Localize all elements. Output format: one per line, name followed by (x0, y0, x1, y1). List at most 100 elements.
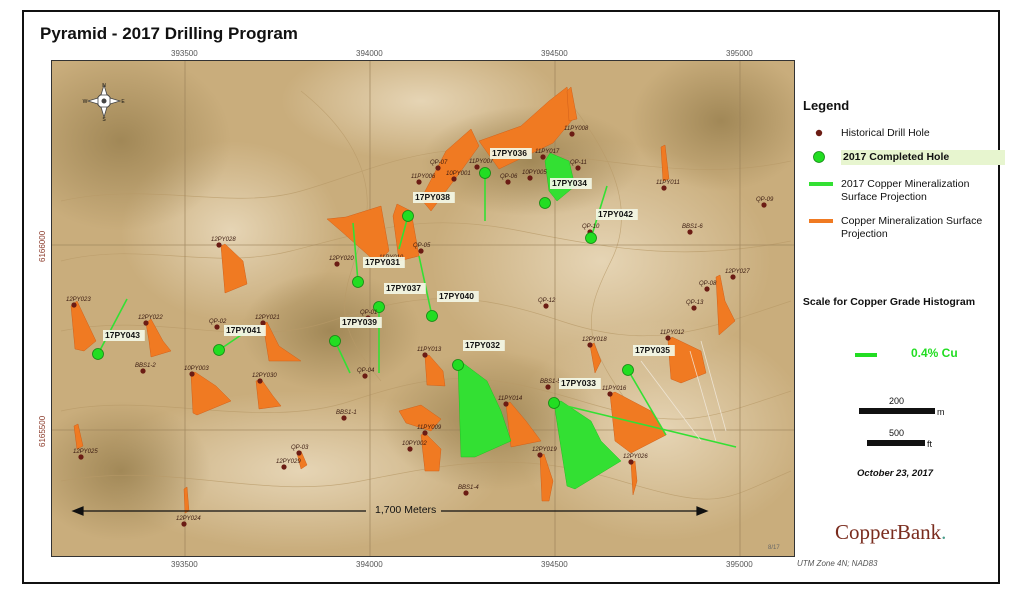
completed-hole-17PY037[interactable] (373, 301, 385, 313)
completed-hole-label: 17PY035 (635, 345, 670, 355)
historical-hole-10PY002[interactable] (407, 446, 413, 452)
orange-histogram (262, 321, 302, 362)
completed-hole-17PY035[interactable] (622, 364, 634, 376)
histogram-scale-value: 0.4% Cu (911, 346, 958, 360)
historical-hole-12PY030[interactable] (257, 378, 263, 384)
historical-hole-12PY022[interactable] (143, 320, 149, 326)
map-canvas[interactable]: 12PY023 12PY022 QP-02 12PY021 12PY028 BBS1-2 1… (51, 60, 795, 557)
historical-hole-12PY023[interactable] (71, 302, 77, 308)
historical-hole-11PY012[interactable] (665, 335, 671, 341)
historical-hole-label: BBS1-4 (458, 485, 479, 491)
logo-dot: . (941, 520, 947, 544)
historical-hole-12PY021[interactable] (260, 320, 266, 326)
historical-hole-QP-11[interactable] (575, 165, 581, 171)
completed-hole-icon (813, 151, 825, 163)
historical-hole-label: QP-02 (209, 319, 227, 325)
2017-holes (92, 167, 634, 409)
terrain-dark (52, 401, 211, 541)
completed-hole-label: 17PY036 (492, 148, 527, 158)
completed-hole-label: 17PY034 (552, 178, 587, 188)
completed-hole-17PY031[interactable] (352, 276, 364, 288)
completed-hole-17PY036[interactable] (479, 167, 491, 179)
historical-hole-12PY020[interactable] (334, 261, 340, 267)
historical-hole-10PY001[interactable] (451, 176, 457, 182)
historical-hole-label: 11PY007 (469, 159, 494, 165)
drill-trace (553, 402, 737, 448)
orange-histogram (190, 371, 232, 416)
historical-hole-QP-12[interactable] (543, 303, 549, 309)
hole-label-bg (490, 148, 532, 159)
completed-hole-label: 17PY039 (342, 317, 377, 327)
historical-hole-label: QP-12 (538, 298, 556, 304)
completed-hole-17PY042[interactable] (585, 232, 597, 244)
historical-hole-QP-02[interactable] (214, 324, 220, 330)
historical-hole-11PY008[interactable] (569, 131, 575, 137)
scalebar-m-value: 200 (889, 396, 905, 406)
historical-hole-BBS1-5[interactable] (545, 384, 551, 390)
utm-grid (52, 61, 794, 556)
historical-hole-BBS1-4[interactable] (463, 490, 469, 496)
orange-histogram (398, 404, 442, 432)
historical-hole-QP-13[interactable] (691, 305, 697, 311)
completed-hole-17PY041[interactable] (213, 344, 225, 356)
completed-hole-17PY033[interactable] (548, 397, 560, 409)
historical-hole-label: 11PY013 (417, 347, 442, 353)
historical-hole-QP-06[interactable] (505, 179, 511, 185)
historical-hole-12PY025[interactable] (78, 454, 84, 460)
distance-label: 1,700 Meters (375, 504, 437, 516)
historical-hole-12PY018[interactable] (587, 342, 593, 348)
completed-hole-label: 17PY041 (226, 325, 261, 335)
legend-title: Legend (803, 98, 850, 113)
orange-histogram (420, 128, 480, 212)
historical-hole-10PY005[interactable] (527, 175, 533, 181)
historical-hole-12PY029[interactable] (281, 464, 287, 470)
hole-label-bg (596, 209, 638, 220)
orange-histogram (539, 453, 554, 502)
easting-tick: 394500 (541, 560, 568, 569)
historical-hole-label: 11PY009 (417, 425, 442, 431)
easting-tick: 395000 (726, 560, 753, 569)
historical-hole-10PY003[interactable] (189, 371, 195, 377)
hole-label-bg (559, 378, 601, 389)
historical-hole-BBS1-1[interactable] (341, 415, 347, 421)
historical-hole-12PY024[interactable] (181, 521, 187, 527)
historical-hole-label: 12PY024 (176, 516, 201, 522)
drill-trace (97, 298, 128, 355)
drill-trace (352, 222, 359, 283)
historical-hole-11PY011[interactable] (661, 185, 667, 191)
historical-hole-QP-08[interactable] (704, 286, 710, 292)
completed-hole-17PY039[interactable] (329, 335, 341, 347)
historical-hole-11PY006[interactable] (416, 179, 422, 185)
historical-hole-label: QP-06 (500, 174, 518, 180)
completed-hole-17PY040[interactable] (426, 310, 438, 322)
completed-hole-17PY034[interactable] (539, 197, 551, 209)
historical-hole-12PY026[interactable] (628, 459, 634, 465)
completed-hole-17PY043[interactable] (92, 348, 104, 360)
historical-hole-12PY027[interactable] (730, 274, 736, 280)
legend-green-label: 2017 Copper Mineralization Surface Proje… (841, 178, 970, 203)
completed-hole-17PY032[interactable] (452, 359, 464, 371)
historical-hole-QP-09[interactable] (761, 202, 767, 208)
historical-hole-11PY009[interactable] (422, 430, 428, 436)
historical-hole-12PY019[interactable] (537, 452, 543, 458)
historical-hole-11PY014[interactable] (503, 401, 509, 407)
completed-hole-label: 17PY031 (365, 257, 400, 267)
historical-hole-BBS1-2[interactable] (140, 368, 146, 374)
historical-hole-BBS1-6[interactable] (687, 229, 693, 235)
historical-hole-QP-07[interactable] (435, 165, 441, 171)
historical-hole-11PY016[interactable] (607, 391, 613, 397)
map-date: October 23, 2017 (857, 468, 934, 479)
histogram-scale-title: Scale for Copper Grade Histogram (802, 296, 976, 308)
orange-histogram (630, 460, 638, 496)
historical-hole-12PY028[interactable] (216, 242, 222, 248)
historical-hole-QP-03[interactable] (296, 450, 302, 456)
orange-histogram (70, 300, 97, 352)
orange-projection-icon (809, 219, 833, 223)
historical-hole-QP-05[interactable] (418, 248, 424, 254)
historical-hole-11PY007[interactable] (474, 164, 480, 170)
historical-hole-QP-04[interactable] (362, 373, 368, 379)
historical-hole-11PY017[interactable] (540, 154, 546, 160)
completed-hole-17PY038[interactable] (402, 210, 414, 222)
hole-label-bg (340, 317, 382, 328)
historical-hole-11PY013[interactable] (422, 352, 428, 358)
